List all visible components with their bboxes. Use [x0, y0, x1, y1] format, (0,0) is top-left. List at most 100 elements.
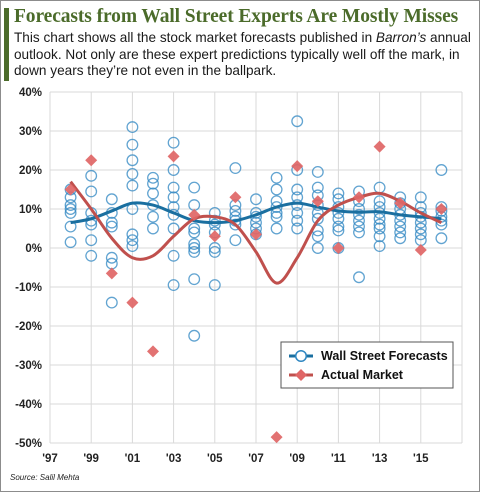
y-tick-label: -40%: [15, 399, 42, 411]
legend-actual-label: Actual Market: [321, 368, 404, 382]
forecast-point: [373, 218, 386, 231]
forecast-point: [332, 220, 345, 233]
forecast-point: [208, 242, 221, 254]
forecast-point: [291, 206, 304, 219]
forecast-point: [64, 199, 77, 212]
forecast-point: [311, 212, 324, 225]
forecast-point: [311, 165, 324, 178]
forecast-point: [229, 234, 242, 247]
forecast-point: [353, 203, 365, 215]
forecast-point: [291, 183, 304, 196]
actual-point: [353, 191, 365, 204]
forecast-point: [208, 218, 221, 231]
x-tick-label: '97: [42, 453, 58, 465]
forecast-point: [188, 273, 201, 286]
forecast-point: [64, 203, 77, 215]
subtitle-part-2: annual outlook. Not only are these exper…: [14, 30, 471, 78]
y-tick-label: 0%: [25, 243, 42, 255]
forecast-point: [414, 228, 427, 241]
forecast-point: [332, 212, 345, 225]
forecast-point: [126, 138, 139, 151]
forecast-point: [105, 251, 118, 264]
forecast-point: [85, 169, 98, 182]
source-note: Source: Salil Mehta: [10, 473, 80, 482]
forecast-point: [208, 245, 221, 258]
forecast-point: [250, 216, 262, 229]
forecast-point: [270, 210, 283, 223]
forecast-trend-line: [70, 201, 442, 225]
forecast-point: [105, 220, 118, 233]
forecast-point: [126, 121, 139, 134]
actual-point: [64, 183, 77, 196]
forecast-point: [126, 179, 139, 192]
x-tick-label: '07: [248, 453, 264, 465]
forecast-point: [353, 226, 365, 239]
x-tick-label: '09: [289, 453, 305, 465]
forecast-point: [126, 154, 139, 167]
forecast-point: [167, 136, 180, 149]
actual-point: [373, 140, 386, 153]
forecast-point: [353, 220, 365, 233]
forecast-point: [414, 222, 427, 235]
forecast-point: [105, 296, 118, 309]
forecast-point: [105, 193, 118, 206]
forecast-point: [373, 212, 386, 225]
forecast-point: [435, 218, 448, 231]
legend-forecast-label: Wall Street Forecasts: [321, 349, 448, 363]
forecast-point: [373, 222, 386, 235]
forecast-point: [85, 185, 98, 198]
y-tick-label: -20%: [15, 321, 42, 333]
forecast-point: [250, 193, 262, 206]
forecast-point: [188, 245, 201, 258]
forecast-point: [188, 226, 201, 239]
forecast-point: [311, 242, 324, 254]
legend-forecast-marker: [294, 349, 308, 363]
forecast-point: [291, 214, 304, 227]
x-tick-label: '11: [331, 453, 346, 465]
actual-point: [126, 296, 139, 309]
chart-subtitle: This chart shows all the stock market fo…: [14, 30, 474, 80]
y-tick-label: -10%: [15, 282, 42, 294]
actual-point: [167, 150, 180, 163]
forecast-point: [435, 164, 448, 176]
actual-point: [105, 267, 118, 280]
forecast-point: [332, 187, 345, 200]
forecast-point: [373, 195, 386, 208]
x-tick-label: '15: [413, 453, 429, 465]
legend-actual-marker: [295, 369, 307, 381]
forecast-point: [394, 226, 407, 239]
forecast-point: [126, 228, 139, 241]
forecast-point: [394, 232, 407, 245]
actual-trend-line: [69, 180, 443, 285]
forecast-point: [167, 181, 180, 194]
forecast-point: [270, 171, 283, 184]
forecast-point: [126, 234, 139, 247]
forecast-point: [311, 230, 324, 243]
chart-title: Forecasts from Wall Street Experts Are M…: [14, 6, 459, 27]
actual-point: [291, 160, 304, 173]
x-tick-label: '01: [125, 453, 141, 465]
forecast-point: [270, 183, 283, 196]
forecast-point: [229, 162, 242, 175]
actual-point: [332, 242, 345, 254]
forecast-point: [167, 279, 180, 292]
forecast-point: [373, 230, 386, 243]
actual-point: [435, 203, 448, 215]
forecast-point: [147, 210, 159, 223]
forecast-point: [270, 222, 283, 235]
y-tick-label: -50%: [15, 438, 42, 450]
actual-point: [414, 243, 427, 256]
y-tick-label: 40%: [19, 87, 42, 99]
actual-point: [188, 208, 201, 221]
forecast-point: [188, 222, 201, 235]
forecast-point: [435, 232, 448, 245]
subtitle-part-1: This chart shows all the stock market fo…: [14, 30, 376, 45]
forecast-point: [414, 191, 427, 204]
forecast-point: [147, 222, 159, 235]
actual-point: [147, 345, 159, 358]
forecast-point: [167, 164, 180, 176]
x-tick-label: '03: [166, 453, 182, 465]
forecast-point: [291, 115, 304, 128]
actual-point: [394, 197, 407, 210]
